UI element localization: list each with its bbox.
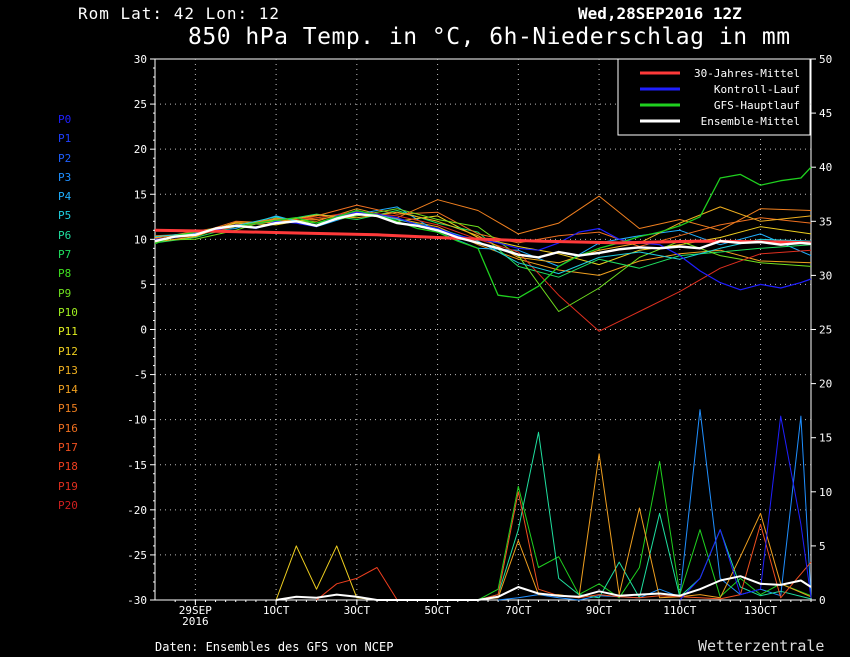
member-label-p19: P19	[58, 479, 78, 493]
run-timestamp: Wed,28SEP2016 12Z	[578, 4, 742, 23]
y-left-tick-label: 15	[134, 188, 147, 201]
x-tick-label: 13OCT	[744, 604, 777, 617]
precip-mean-line	[275, 575, 812, 601]
y-left-tick-label: -15	[127, 459, 147, 472]
temp-member-line	[154, 195, 812, 239]
member-label-p6: P6	[58, 228, 72, 242]
precip-member-line	[477, 461, 812, 601]
temp-member-line	[154, 210, 812, 332]
precip-member-line	[316, 567, 398, 601]
member-label-p1: P1	[58, 132, 72, 146]
member-list: P0 P1 P2 P3 P4 P5 P6 P7 P8 P9 P10 P11 P12 P13 P14 P15 P1…	[58, 110, 78, 515]
member-label-p0: P0	[58, 113, 72, 126]
y-left-tick-label: 30	[134, 53, 147, 66]
y-left-tick-label: -10	[127, 414, 147, 427]
member-label-p13: P13	[58, 363, 78, 377]
gfs-main-run-line	[154, 166, 812, 299]
legend-entry-label: Kontroll-Lauf	[714, 83, 800, 96]
precip-member-line	[477, 491, 812, 601]
temp-member-line	[154, 208, 812, 276]
y-right-tick-label: 25	[819, 324, 832, 337]
y-right-tick-label: 50	[819, 53, 832, 66]
member-label-p20: P20	[58, 498, 78, 512]
y-left-tick-label: 5	[140, 278, 147, 291]
x-tick-label: 29SEP	[179, 604, 212, 617]
member-label-p4: P4	[58, 190, 72, 204]
x-tick-label: 9OCT	[586, 604, 613, 617]
y-right-tick-label: 15	[819, 432, 832, 445]
y-left-tick-label: 0	[140, 324, 147, 337]
y-right-tick-label: 45	[819, 107, 832, 120]
y-right-tick-label: 20	[819, 378, 832, 391]
member-label-p8: P8	[58, 267, 72, 281]
legend-entry-label: 30-Jahres-Mittel	[694, 67, 800, 80]
member-label-p11: P11	[58, 325, 78, 339]
member-label-p16: P16	[58, 421, 78, 435]
member-label-p7: P7	[58, 248, 72, 262]
location-label: Rom Lat: 42 Lon: 12	[78, 4, 281, 23]
chart-title: 850 hPa Temp. in °C, 6h-Niederschlag in …	[188, 24, 791, 50]
member-label-p3: P3	[58, 170, 72, 184]
data-source-label: Daten: Ensembles des GFS von NCEP	[155, 640, 394, 654]
member-label-p14: P14	[58, 383, 78, 397]
precip-member-line	[477, 453, 812, 601]
temp-member-line	[154, 210, 812, 275]
brand-label: Wetterzentrale	[698, 637, 825, 655]
member-label-p9: P9	[58, 286, 72, 300]
member-label-p12: P12	[58, 344, 78, 358]
member-label-p10: P10	[58, 305, 78, 319]
y-left-tick-label: -30	[127, 594, 147, 607]
y-left-tick-label: -5	[134, 369, 147, 382]
member-label-p2: P2	[58, 151, 72, 165]
member-label-p5: P5	[58, 209, 72, 223]
y-right-tick-label: 30	[819, 269, 832, 282]
y-left-tick-label: 25	[134, 98, 147, 111]
y-left-tick-label: 10	[134, 233, 147, 246]
ensemble-mean-line	[154, 212, 812, 259]
member-label-p17: P17	[58, 441, 78, 455]
y-right-tick-label: 40	[819, 161, 832, 174]
y-right-tick-label: 0	[819, 594, 826, 607]
climatology-line	[154, 228, 812, 245]
y-left-tick-label: 20	[134, 143, 147, 156]
legend-entry-label: Ensemble-Mittel	[701, 115, 800, 128]
member-label-p18: P18	[58, 460, 78, 474]
x-tick-sublabel: 2016	[182, 615, 209, 628]
x-tick-label: 5OCT	[424, 604, 451, 617]
x-tick-label: 1OCT	[263, 604, 290, 617]
legend-entry-label: GFS-Hauptlauf	[714, 99, 800, 112]
y-left-tick-label: -25	[127, 549, 147, 562]
y-left-tick-label: -20	[127, 504, 147, 517]
member-label-p15: P15	[58, 402, 78, 416]
x-tick-label: 7OCT	[505, 604, 532, 617]
precip-member-line	[679, 415, 812, 601]
y-right-tick-label: 35	[819, 215, 832, 228]
precip-member-line	[498, 409, 812, 601]
x-tick-label: 3OCT	[344, 604, 371, 617]
temp-member-line	[154, 210, 812, 278]
y-right-tick-label: 10	[819, 486, 832, 499]
y-right-tick-label: 5	[819, 540, 826, 553]
x-tick-label: 11OCT	[663, 604, 696, 617]
